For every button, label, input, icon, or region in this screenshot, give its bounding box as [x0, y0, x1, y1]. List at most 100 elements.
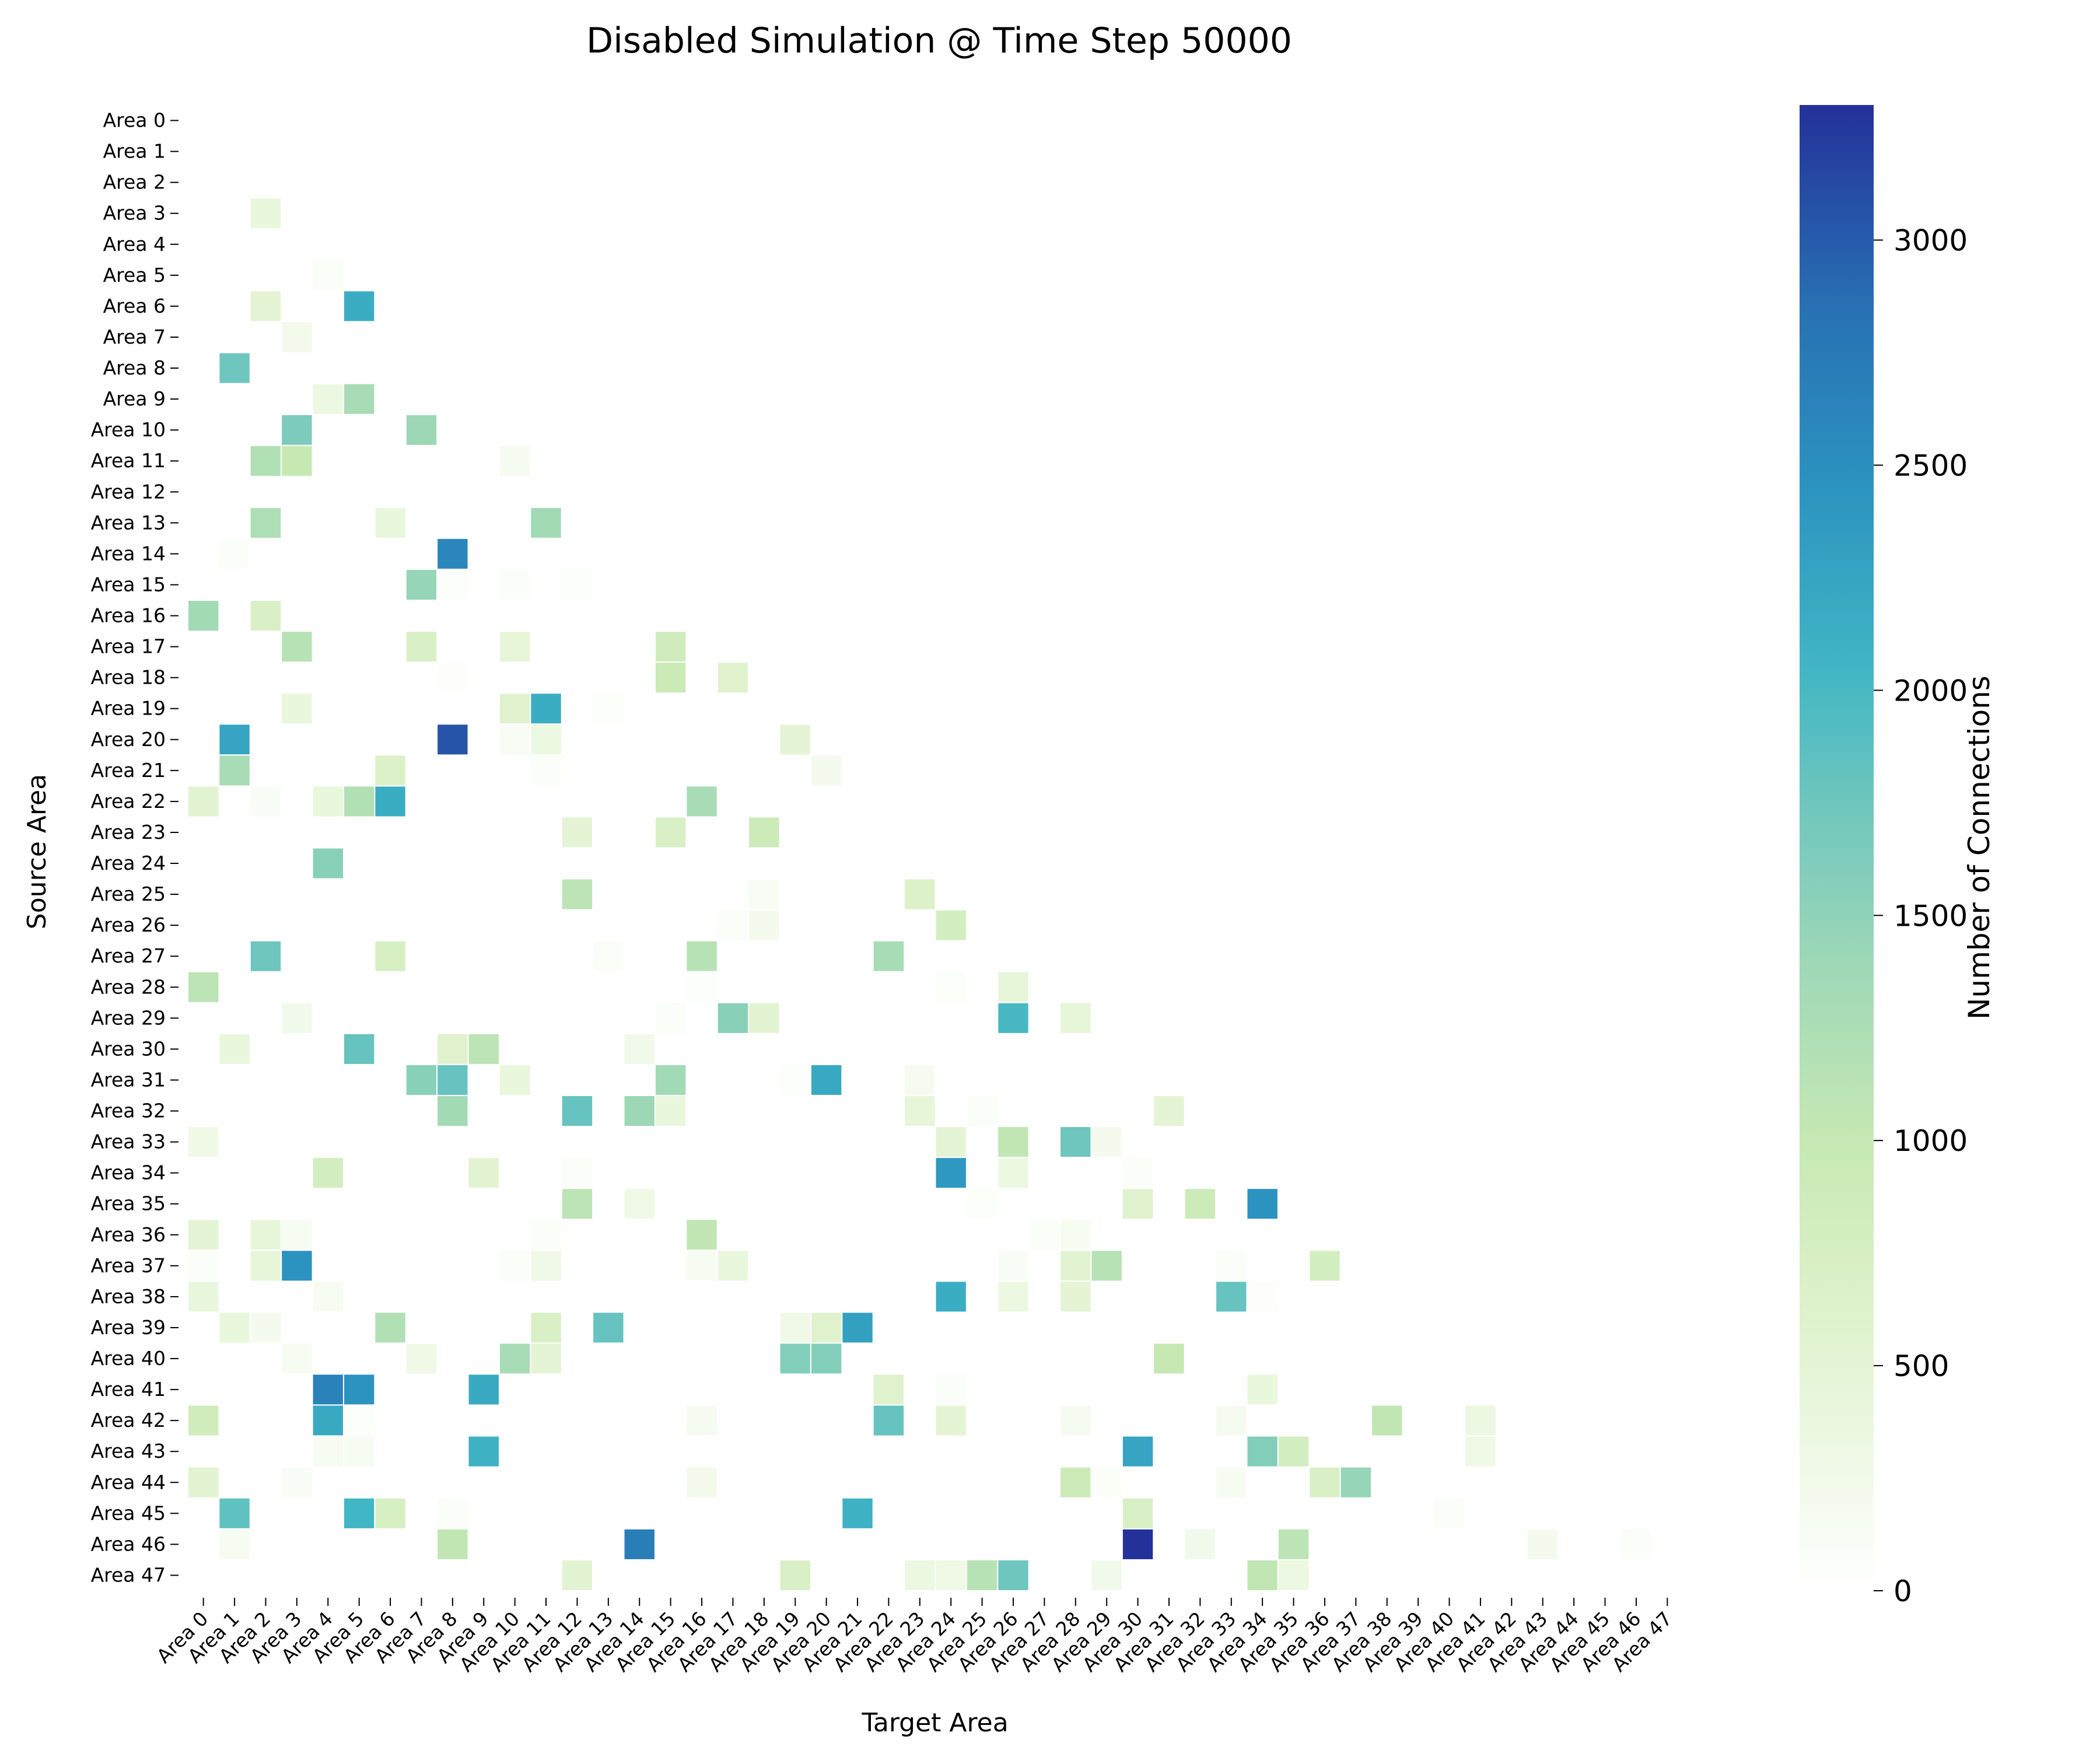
heatmap-cell	[748, 816, 780, 849]
heatmap-cell	[530, 1250, 562, 1282]
heatmap-cell	[405, 1342, 438, 1375]
y-tick-label: Area 3	[103, 202, 166, 225]
y-tick-label: Area 28	[91, 975, 166, 998]
heatmap-cell	[498, 1342, 531, 1375]
heatmap-cell	[530, 506, 562, 539]
y-tick-labels: Area 0 Area 1 Area 2 Area 3 Area 4 Area 5 Area…	[91, 109, 178, 1586]
heatmap-cell	[623, 1032, 656, 1065]
y-tick-label: Area 4	[103, 233, 166, 256]
heatmap-cell	[965, 1559, 999, 1591]
heatmap-cell	[561, 1188, 594, 1220]
heatmap-cell	[716, 1002, 750, 1034]
heatmap-cell	[405, 414, 438, 446]
heatmap-cell	[935, 1126, 967, 1158]
heatmap-cell	[187, 971, 220, 1003]
heatmap-cell	[374, 940, 407, 972]
heatmap-cell	[436, 568, 469, 601]
heatmap-cell	[1215, 1404, 1248, 1437]
heatmap-cell	[592, 940, 625, 972]
heatmap-cell	[342, 1497, 376, 1530]
heatmap-cell	[218, 1311, 251, 1344]
heatmap-cell	[1371, 1404, 1404, 1437]
colorbar-tick-label: 1500	[1894, 899, 1968, 933]
heatmap-cell	[561, 878, 594, 911]
y-tick-label: Area 5	[103, 264, 166, 286]
heatmap-cell	[1215, 1466, 1248, 1499]
y-tick-label: Area 21	[91, 759, 166, 782]
y-tick-label: Area 30	[91, 1037, 166, 1060]
heatmap-cell	[249, 1250, 282, 1282]
heatmap-cell	[405, 568, 438, 601]
heatmap-cell	[281, 1466, 313, 1499]
heatmap-cell	[530, 1311, 562, 1344]
heatmap-cell	[436, 1095, 469, 1128]
heatmap-cell	[1246, 1188, 1279, 1220]
heatmap-cell	[249, 290, 282, 323]
y-tick-label: Area 25	[91, 883, 166, 905]
heatmap-cells	[187, 197, 1653, 1591]
heatmap-cell	[623, 1095, 656, 1128]
heatmap-cell	[187, 1466, 220, 1499]
y-tick-label: Area 10	[91, 418, 166, 441]
heatmap-cell	[498, 631, 531, 663]
y-tick-label: Area 47	[91, 1563, 166, 1586]
heatmap-cell	[218, 723, 251, 756]
heatmap-cell	[561, 1559, 594, 1591]
y-tick-label: Area 42	[91, 1409, 166, 1432]
heatmap-cell	[561, 1095, 594, 1128]
heatmap-cell	[436, 537, 469, 570]
colorbar	[1800, 105, 1874, 1591]
heatmap-cell	[374, 1497, 407, 1530]
y-tick-label: Area 29	[91, 1006, 166, 1029]
y-tick-label: Area 14	[91, 542, 166, 565]
heatmap-cell	[1215, 1280, 1248, 1313]
heatmap-cell	[1184, 1528, 1217, 1560]
heatmap-cell	[904, 1559, 936, 1591]
heatmap-cell	[281, 631, 313, 663]
y-tick-label: Area 41	[91, 1378, 166, 1401]
heatmap-cell	[716, 662, 750, 694]
heatmap-cell	[810, 1063, 843, 1096]
heatmap-cell	[218, 1528, 251, 1560]
heatmap-cell	[1308, 1466, 1341, 1499]
y-tick-label: Area 20	[91, 728, 166, 751]
y-tick-label: Area 7	[103, 326, 166, 348]
heatmap-cell	[249, 1311, 282, 1344]
heatmap-cell	[249, 940, 282, 972]
heatmap-cell	[249, 197, 282, 230]
heatmap-cell	[1121, 1188, 1154, 1220]
heatmap-cell	[436, 1497, 469, 1530]
heatmap-cell	[748, 1002, 780, 1034]
heatmap-cell	[1246, 1280, 1279, 1313]
heatmap-cell	[1059, 1404, 1092, 1437]
heatmap-cell	[312, 847, 344, 880]
heatmap-cell	[1527, 1528, 1559, 1560]
heatmap-cell	[1153, 1095, 1185, 1128]
y-tick-label: Area 24	[91, 852, 166, 874]
y-tick-label: Area 13	[91, 511, 166, 534]
y-tick-label: Area 8	[103, 356, 166, 379]
heatmap-cell	[218, 1497, 251, 1530]
heatmap-cell	[685, 971, 718, 1003]
y-tick-label: Area 18	[91, 666, 166, 689]
heatmap-cell	[965, 1095, 999, 1128]
heatmap-cell	[685, 1466, 718, 1499]
heatmap-cell	[312, 1157, 344, 1189]
heatmap-cell	[1433, 1497, 1466, 1530]
heatmap-cell	[187, 1280, 220, 1313]
colorbar-tick-label: 1000	[1894, 1124, 1968, 1158]
heatmap-cell	[249, 506, 282, 539]
heatmap-cell	[530, 1342, 562, 1375]
heatmap-cell	[872, 940, 905, 972]
heatmap-cell	[592, 692, 625, 725]
heatmap-cell	[281, 1250, 313, 1282]
heatmap-cell	[342, 290, 376, 323]
heatmap-cell	[1121, 1435, 1154, 1468]
heatmap-cell	[748, 909, 780, 942]
heatmap-cell	[467, 1157, 500, 1189]
heatmap-cell	[1277, 1528, 1310, 1560]
heatmap-cell	[530, 754, 562, 787]
heatmap-cell	[935, 1559, 967, 1591]
heatmap-cell	[218, 754, 251, 787]
